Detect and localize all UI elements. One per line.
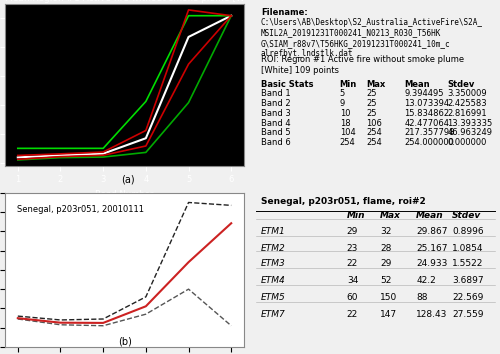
Text: 88: 88	[416, 293, 428, 302]
Text: 52: 52	[380, 276, 392, 285]
Text: 25: 25	[366, 90, 376, 98]
Text: Min: Min	[347, 211, 366, 220]
Text: 106: 106	[366, 119, 382, 128]
Text: 2.425583: 2.425583	[447, 99, 487, 108]
Text: Max: Max	[366, 80, 385, 89]
Text: 22: 22	[347, 259, 358, 268]
Text: 3.6897: 3.6897	[452, 276, 484, 285]
Text: 42.2: 42.2	[416, 276, 436, 285]
Text: 1.5522: 1.5522	[452, 259, 484, 268]
Text: Band 6: Band 6	[261, 138, 290, 147]
Text: C:\Users\AB\Desktop\S2_Australia_ActiveFire\S2A_
MSIL2A_20191231T000241_N0213_R0: C:\Users\AB\Desktop\S2_Australia_ActiveF…	[261, 18, 483, 58]
Text: Band 2: Band 2	[261, 99, 290, 108]
Text: 9: 9	[340, 99, 345, 108]
Text: 254.000000: 254.000000	[404, 138, 454, 147]
Text: Mean: Mean	[416, 211, 444, 220]
Text: 60: 60	[347, 293, 358, 302]
Text: ETM7: ETM7	[261, 310, 285, 319]
Text: Band 5: Band 5	[261, 129, 290, 137]
Text: ETM4: ETM4	[261, 276, 285, 285]
X-axis label: Band Number: Band Number	[96, 190, 154, 199]
Text: 2.816991: 2.816991	[447, 109, 487, 118]
Text: 147: 147	[380, 310, 398, 319]
Text: 34: 34	[347, 276, 358, 285]
Text: 24.933: 24.933	[416, 259, 448, 268]
Text: Band 4: Band 4	[261, 119, 290, 128]
Text: 28: 28	[380, 244, 392, 253]
Text: 254: 254	[366, 129, 382, 137]
Text: ETM2: ETM2	[261, 244, 285, 253]
Text: 13.073394: 13.073394	[404, 99, 450, 108]
Text: 29.867: 29.867	[416, 227, 448, 236]
Text: Band 3: Band 3	[261, 109, 290, 118]
Text: Stdev: Stdev	[452, 211, 481, 220]
Text: 217.357798: 217.357798	[404, 129, 454, 137]
Text: 0.8996: 0.8996	[452, 227, 484, 236]
Text: 22: 22	[347, 310, 358, 319]
Text: 46.963249: 46.963249	[447, 129, 492, 137]
Text: 254: 254	[340, 138, 355, 147]
Text: 32: 32	[380, 227, 392, 236]
Text: Senegal, p203r051, flame, roi#2: Senegal, p203r051, flame, roi#2	[261, 198, 426, 206]
Text: 15.834862: 15.834862	[404, 109, 450, 118]
Text: 23: 23	[347, 244, 358, 253]
Text: 27.559: 27.559	[452, 310, 484, 319]
Text: Senegal, p203r051, 20010111: Senegal, p203r051, 20010111	[17, 205, 144, 214]
Text: Mean:Region #1 Active fire without smoke plume [W: Mean:Region #1 Active fire without smoke…	[5, 0, 245, 3]
Text: 254: 254	[366, 138, 382, 147]
Text: 25: 25	[366, 109, 376, 118]
Text: 22.569: 22.569	[452, 293, 484, 302]
Text: 42.477064: 42.477064	[404, 119, 449, 128]
Text: 29: 29	[347, 227, 358, 236]
Text: Basic Stats: Basic Stats	[261, 80, 314, 89]
Text: 5: 5	[340, 90, 345, 98]
Text: 13.393335: 13.393335	[447, 119, 492, 128]
Text: 18: 18	[340, 119, 350, 128]
Text: 1.0854: 1.0854	[452, 244, 484, 253]
Text: Mean: Mean	[404, 80, 430, 89]
Text: Max: Max	[380, 211, 401, 220]
Text: 104: 104	[340, 129, 355, 137]
Text: Filename:: Filename:	[261, 8, 308, 17]
Text: 9.394495: 9.394495	[404, 90, 444, 98]
Text: (a): (a)	[120, 174, 134, 184]
Text: (b): (b)	[118, 337, 132, 347]
Text: Min: Min	[340, 80, 357, 89]
Text: 128.43: 128.43	[416, 310, 448, 319]
Text: 10: 10	[340, 109, 350, 118]
Text: ETM5: ETM5	[261, 293, 285, 302]
Text: ETM3: ETM3	[261, 259, 285, 268]
Text: Stdev: Stdev	[447, 80, 474, 89]
Text: 3.350009: 3.350009	[447, 90, 487, 98]
Text: Band 1: Band 1	[261, 90, 290, 98]
Text: 25.167: 25.167	[416, 244, 448, 253]
Text: 0.000000: 0.000000	[447, 138, 486, 147]
Text: 25: 25	[366, 99, 376, 108]
Text: ROI: Region #1 Active fire without smoke plume
[White] 109 points: ROI: Region #1 Active fire without smoke…	[261, 56, 464, 75]
Text: 150: 150	[380, 293, 398, 302]
Text: 29: 29	[380, 259, 392, 268]
Text: ETM1: ETM1	[261, 227, 285, 236]
